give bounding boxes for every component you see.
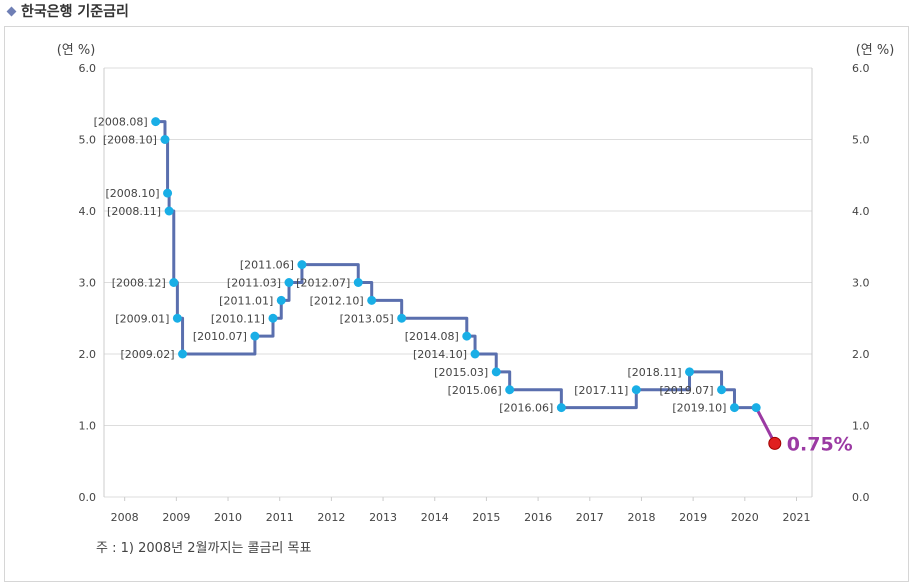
y-tick-label-left: 0.0 [79,491,97,504]
y-tick-label-right: 4.0 [852,205,870,218]
y-tick-label-right: 5.0 [852,134,870,147]
data-point [751,403,761,413]
data-point [172,313,182,323]
data-point [631,385,641,395]
x-tick-label: 2011 [266,511,294,524]
data-label: [2013.05] [340,312,394,325]
footnote: 주 : 1) 2008년 2월까지는 콜금리 목표 [96,541,312,556]
y-axis-label-right: (연 %) [856,43,895,58]
y-tick-label-left: 3.0 [79,277,97,290]
data-point [470,349,480,359]
data-point [297,260,307,270]
x-tick-label: 2019 [679,511,707,524]
data-label: [2016.06] [499,402,553,415]
data-point [169,278,179,287]
data-point [685,367,695,377]
y-tick-label-left: 2.0 [79,348,97,361]
data-label: [2011.06] [240,259,294,272]
y-tick-label-right: 0.0 [852,491,870,504]
data-label: [2012.10] [310,294,364,307]
data-label: [2018.11] [627,366,681,379]
y-tick-label-right: 3.0 [852,277,870,290]
data-point [397,313,407,323]
data-point [164,206,174,216]
x-tick-label: 2016 [524,511,552,524]
y-tick-label-left: 5.0 [79,134,97,147]
latest-point [768,436,782,450]
x-tick-label: 2008 [111,511,139,524]
data-label: [2012.07] [296,277,350,290]
data-label: [2008.11] [107,205,161,218]
data-label: [2008.10] [105,187,159,200]
data-label: [2015.03] [434,366,488,379]
y-tick-label-left: 1.0 [79,420,97,433]
x-tick-label: 2012 [317,511,345,524]
data-point [505,385,515,395]
data-point [268,313,278,323]
latest-value-label: 0.75% [787,433,853,455]
latest-drop-line [754,406,777,445]
data-label: [2014.08] [405,330,459,343]
data-label: [2008.08] [94,116,148,129]
chart-header: 한국은행 기준금리 [6,0,129,22]
data-point [462,331,472,341]
x-tick-label: 2015 [472,511,500,524]
data-label: [2010.11] [211,312,265,325]
data-point [160,135,170,144]
x-tick-label: 2014 [421,511,449,524]
x-tick-label: 2017 [576,511,604,524]
data-point [151,117,161,127]
data-label: [2015.06] [448,384,502,397]
y-tick-label-right: 1.0 [852,420,870,433]
data-label: [2019.07] [659,384,713,397]
data-point [491,367,501,377]
chart-panel [4,26,909,582]
data-point [353,278,363,287]
data-label: [2008.12] [112,277,166,290]
rate-step-line [155,120,757,410]
data-label: [2009.01] [115,312,169,325]
data-label: [2010.07] [193,330,247,343]
x-tick-label: 2018 [627,511,655,524]
data-point [276,295,286,305]
data-point [178,349,188,359]
data-point [250,331,260,341]
y-tick-label-right: 2.0 [852,348,870,361]
chart-title: 한국은행 기준금리 [21,4,129,20]
data-point [163,188,173,198]
data-point [284,278,294,287]
y-tick-label-left: 6.0 [79,62,97,75]
x-tick-label: 2009 [162,511,190,524]
x-tick-label: 2010 [214,511,242,524]
x-tick-label: 2021 [782,511,810,524]
data-point [367,295,377,305]
y-axis-label-left: (연 %) [57,43,96,58]
data-point [717,385,727,395]
data-label: [2019.10] [672,402,726,415]
data-point [729,403,739,413]
y-tick-label-right: 6.0 [852,62,870,75]
x-tick-label: 2013 [369,511,397,524]
data-label: [2009.02] [120,348,174,361]
data-label: [2008.10] [103,134,157,147]
y-tick-label-left: 4.0 [79,205,97,218]
data-label: [2017.11] [574,384,628,397]
data-point [556,403,566,413]
data-label: [2011.03] [227,277,281,290]
data-label: [2011.01] [219,294,273,307]
x-tick-label: 2020 [731,511,759,524]
data-label: [2014.10] [413,348,467,361]
